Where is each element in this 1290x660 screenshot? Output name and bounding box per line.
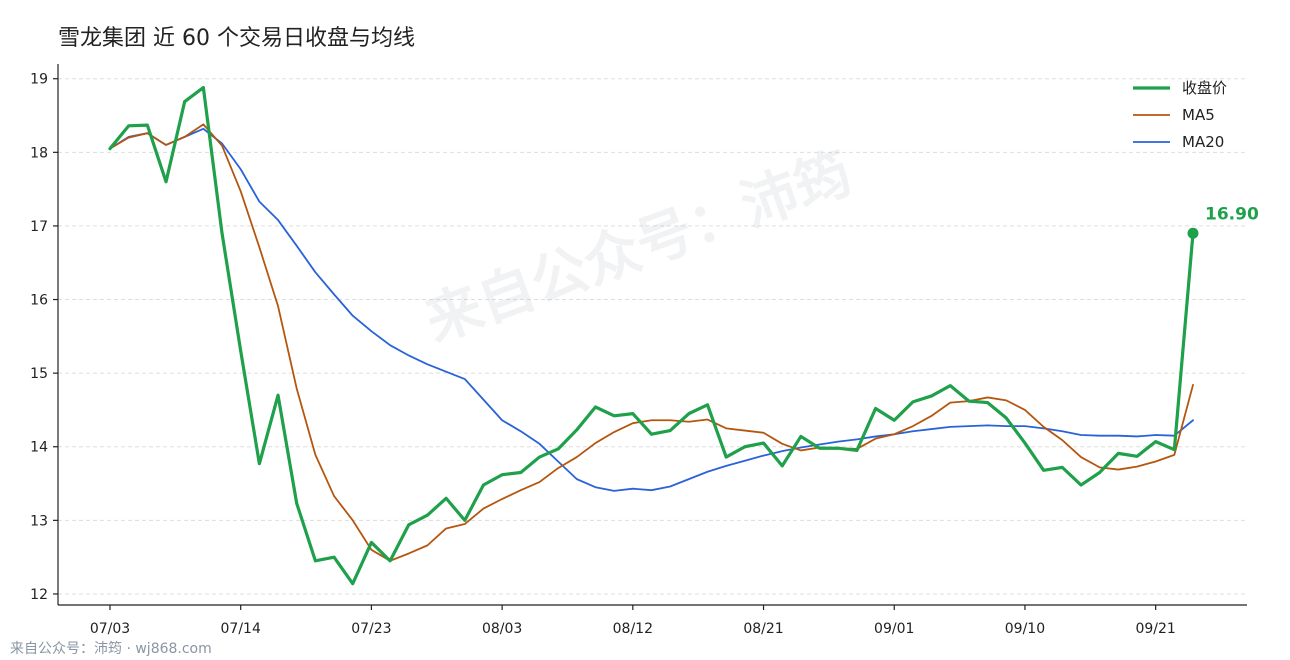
last-value-dot — [1187, 227, 1199, 239]
last-value-label: 16.90 — [1205, 204, 1259, 224]
legend-label-ma20: MA20 — [1182, 133, 1224, 151]
x-tick-label-07/14: 07/14 — [221, 621, 261, 637]
gridlines — [58, 78, 1247, 595]
last-value-marker: 16.90 — [1187, 204, 1259, 239]
tick-labels: 12 13 14 15 16 17 18 19 07/03 07/14 07/23 08/03 08/1… — [30, 72, 1176, 637]
y-tick-label-18: 18 — [30, 145, 48, 161]
legend: 收盘价 MA5 MA20 — [1133, 79, 1227, 151]
series-line-ma5 — [109, 123, 1194, 562]
axes — [53, 64, 1247, 610]
x-tick-label-08/03: 08/03 — [482, 621, 522, 637]
legend-label-ma5: MA5 — [1182, 106, 1215, 124]
watermark-text: 来自公众号：沛筠 — [417, 140, 860, 354]
x-tick-label-07/03: 07/03 — [90, 621, 130, 637]
legend-label-close: 收盘价 — [1182, 79, 1227, 97]
x-tick-label-09/01: 09/01 — [874, 621, 914, 637]
y-tick-label-17: 17 — [30, 219, 48, 235]
series-lines — [108, 85, 1195, 586]
x-tick-label-07/23: 07/23 — [351, 621, 391, 637]
y-tick-label-16: 16 — [30, 293, 48, 309]
x-tick-label-08/12: 08/12 — [613, 621, 653, 637]
series-line-ma20 — [109, 127, 1194, 492]
x-tick-label-09/21: 09/21 — [1135, 621, 1175, 637]
x-tick-label-09/10: 09/10 — [1005, 621, 1045, 637]
series-line-close — [108, 85, 1195, 586]
y-tick-label-15: 15 — [30, 366, 48, 382]
watermark: 来自公众号：沛筠 — [417, 140, 860, 354]
y-tick-label-19: 19 — [30, 72, 48, 88]
y-tick-label-13: 13 — [30, 513, 48, 529]
footer-credit: 来自公众号：沛筠 · wj868.com — [10, 641, 212, 657]
chart-title: 雪龙集团 近 60 个交易日收盘与均线 — [58, 26, 415, 51]
y-tick-label-14: 14 — [30, 440, 48, 456]
y-tick-label-12: 12 — [30, 587, 48, 603]
x-tick-label-08/21: 08/21 — [743, 621, 783, 637]
